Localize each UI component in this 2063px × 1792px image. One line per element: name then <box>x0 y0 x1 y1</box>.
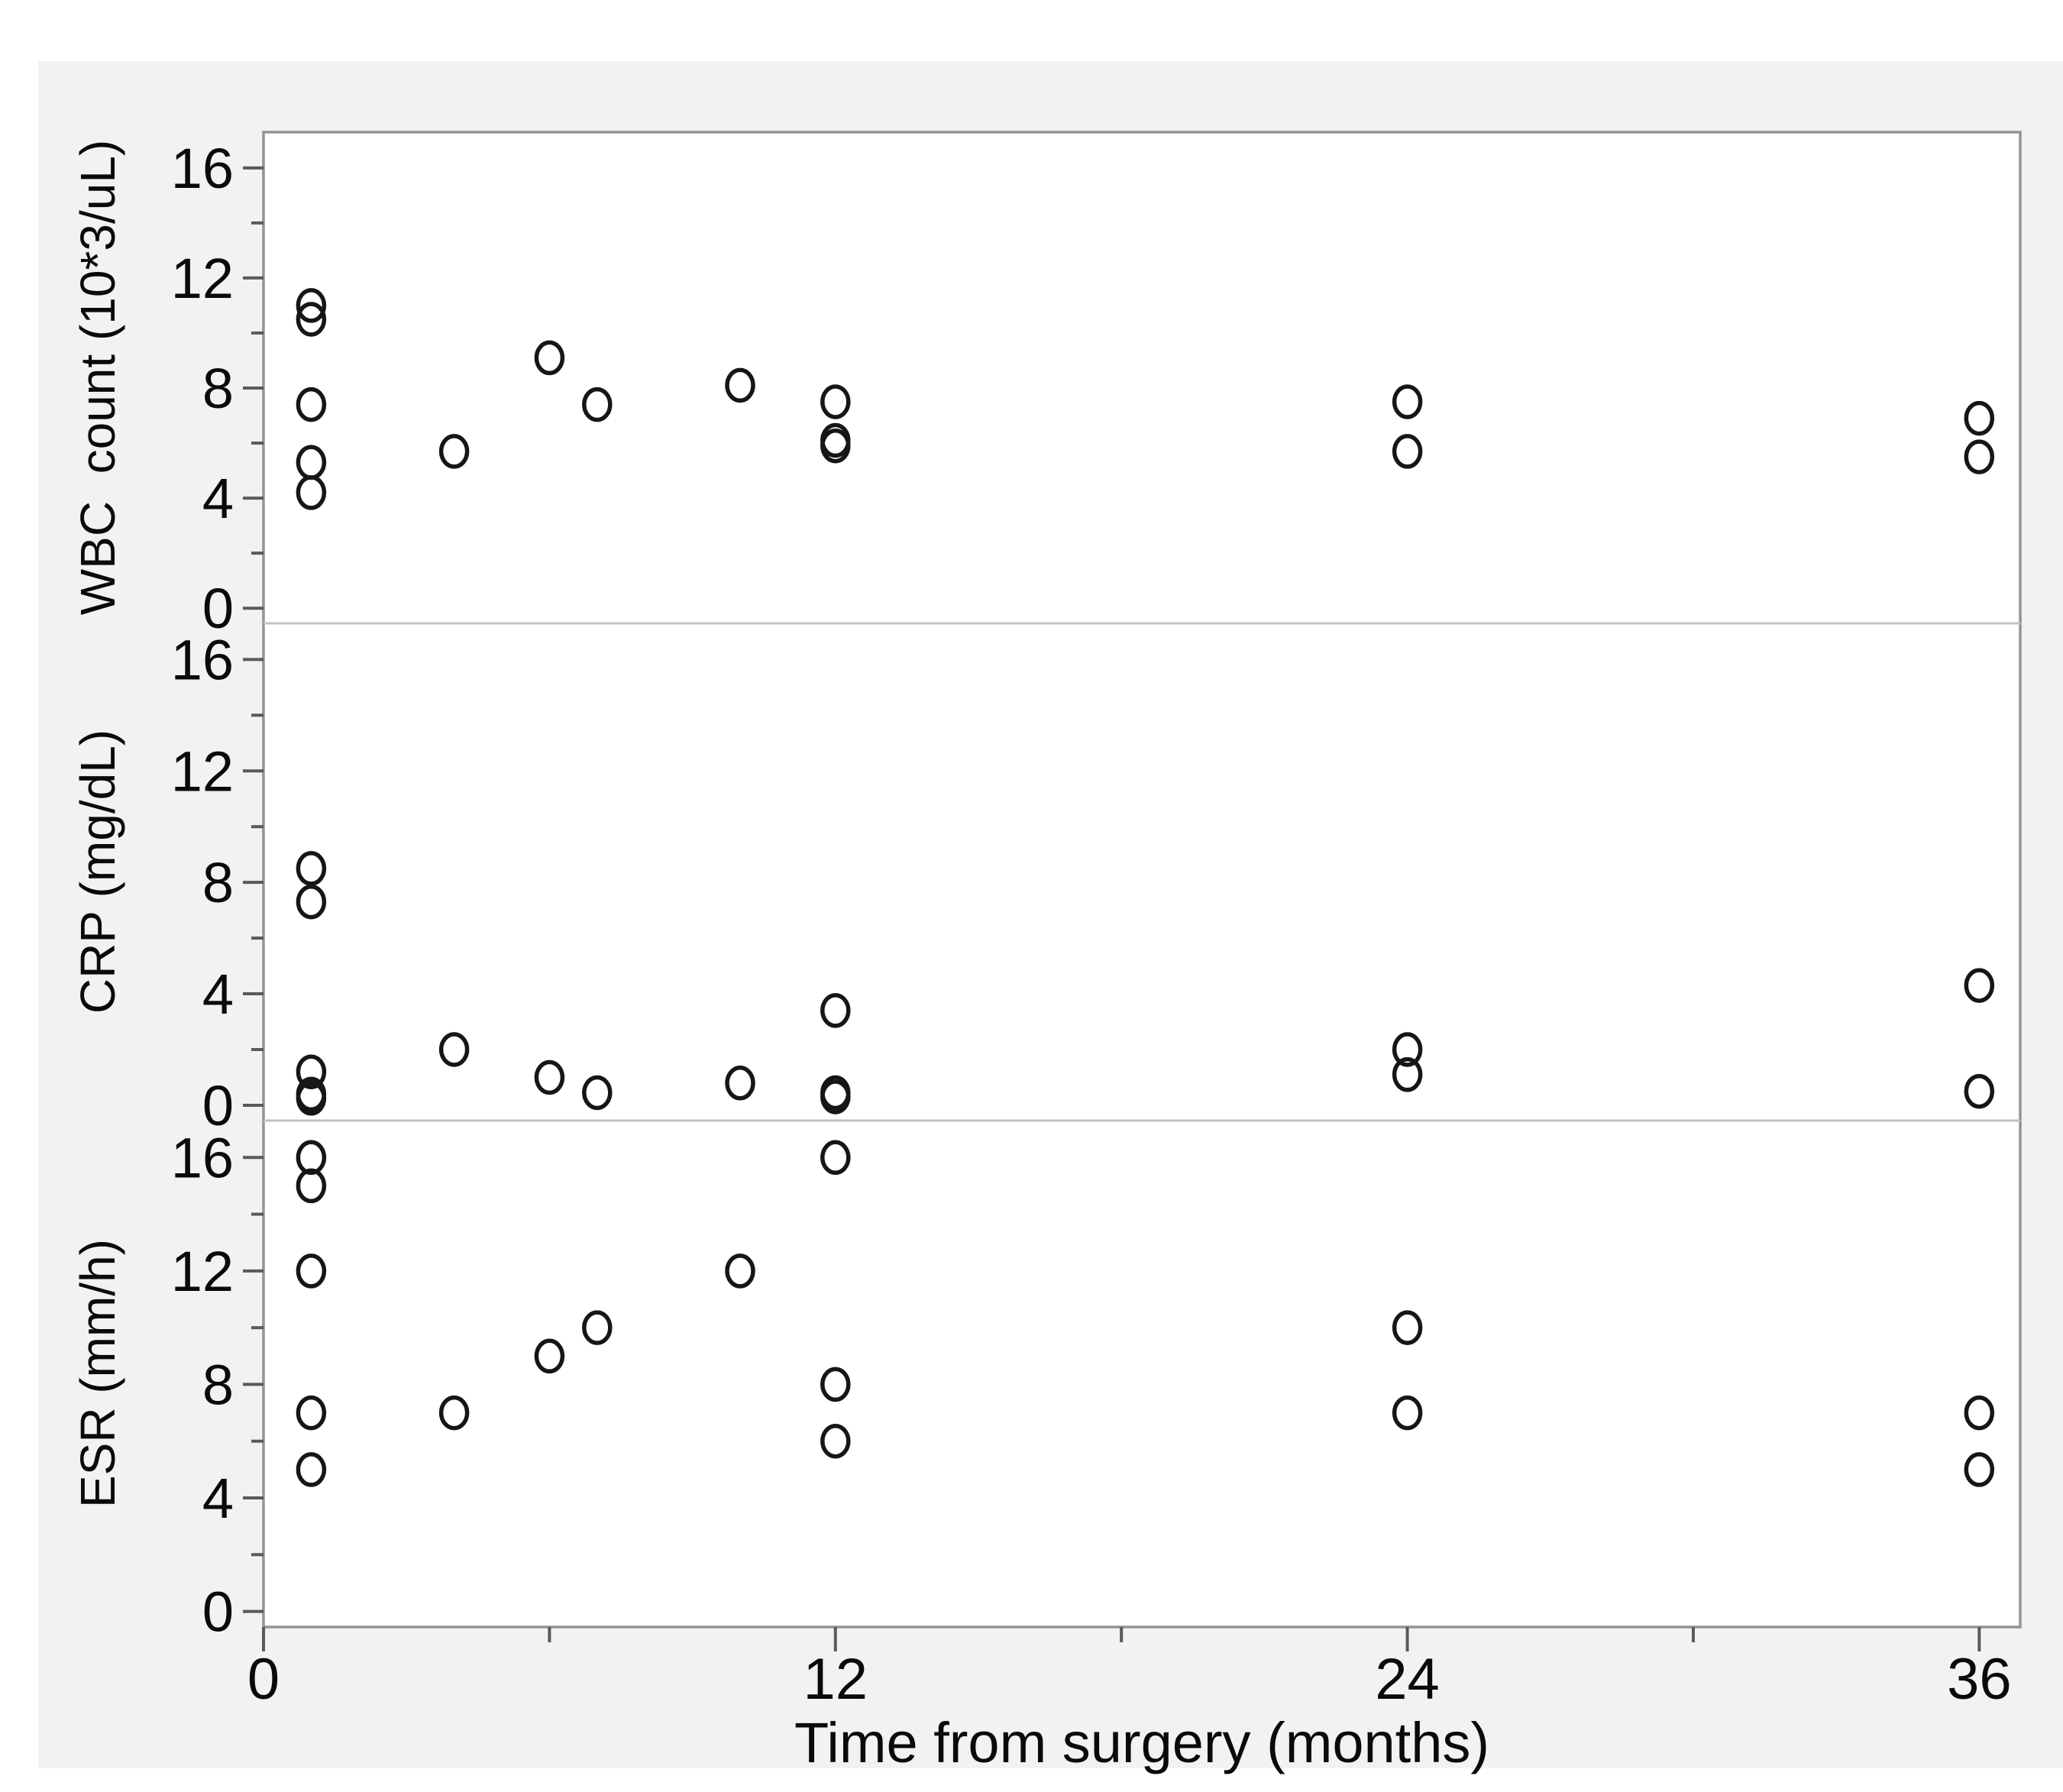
data-point-marker-wbc <box>438 434 470 469</box>
data-point-marker-wbc <box>1964 439 1995 474</box>
data-point-marker-esr <box>534 1338 565 1374</box>
data-point-marker-esr <box>438 1395 470 1431</box>
data-points <box>296 288 1995 1487</box>
data-point-marker-esr <box>820 1140 851 1176</box>
data-point-marker-crp <box>296 1081 327 1116</box>
y-axis-title-crp: CRP (mg/dL) <box>70 729 125 1014</box>
plot-area <box>262 131 2022 1629</box>
data-point-marker-esr <box>582 1310 613 1345</box>
y-tick-label: 16 <box>171 1126 234 1189</box>
data-point-marker-wbc <box>820 428 851 464</box>
y-tick-label: 4 <box>202 962 234 1026</box>
data-point-marker-esr <box>725 1253 755 1289</box>
y-axis-title-esr: ESR (mm/h) <box>70 1239 125 1508</box>
y-tick-label: 0 <box>202 1580 234 1644</box>
data-point-marker-wbc <box>296 302 327 337</box>
y-tick-label: 12 <box>171 739 234 803</box>
data-point-marker-wbc <box>1392 384 1423 419</box>
data-point-marker-crp <box>1964 1073 1995 1109</box>
x-tick-label: 36 <box>1947 1647 2012 1712</box>
y-tick-label: 8 <box>202 357 234 420</box>
x-tick-label: 24 <box>1375 1647 1440 1712</box>
data-point-marker-crp <box>1964 968 1995 1003</box>
data-point-marker-wbc <box>296 475 327 510</box>
y-tick-label: 0 <box>202 577 234 640</box>
data-point-marker-wbc <box>582 387 613 422</box>
y-tick-label: 12 <box>171 247 234 310</box>
data-point-marker-esr <box>296 1168 327 1204</box>
data-point-marker-wbc <box>534 340 565 376</box>
data-point-marker-crp <box>438 1032 470 1067</box>
data-point-marker-wbc <box>296 288 327 323</box>
data-point-marker-crp <box>1392 1032 1423 1067</box>
y-axis-title-wbc: WBC count (10*3/uL) <box>70 140 125 616</box>
data-point-marker-crp <box>1392 1057 1423 1092</box>
y-tick-label: 4 <box>202 1467 234 1530</box>
y-tick-label: 8 <box>202 851 234 914</box>
data-point-marker-crp <box>296 1054 327 1089</box>
data-point-marker-esr <box>820 1367 851 1402</box>
y-tick-label: 8 <box>202 1353 234 1416</box>
x-tick-label: 0 <box>247 1647 280 1712</box>
data-point-marker-esr <box>1392 1310 1423 1345</box>
y-tick-label: 4 <box>202 467 234 530</box>
x-tick-label: 12 <box>804 1647 868 1712</box>
data-point-marker-esr <box>1392 1395 1423 1431</box>
data-point-marker-wbc <box>1964 400 1995 436</box>
data-point-marker-crp <box>534 1059 565 1095</box>
data-point-marker-crp <box>820 1079 851 1114</box>
data-point-marker-crp <box>296 851 327 886</box>
data-point-marker-wbc <box>1392 434 1423 469</box>
data-point-marker-esr <box>820 1423 851 1459</box>
x-axis-title: Time from surgery (months) <box>794 1711 1489 1774</box>
data-point-marker-crp <box>725 1066 755 1101</box>
data-point-marker-crp <box>296 884 327 920</box>
data-point-marker-wbc <box>820 384 851 419</box>
data-point-marker-esr <box>296 1452 327 1487</box>
data-point-marker-esr <box>296 1140 327 1176</box>
data-point-marker-esr <box>1964 1395 1995 1431</box>
data-point-marker-esr <box>1964 1452 1995 1487</box>
data-point-marker-crp <box>820 993 851 1028</box>
y-tick-label: 12 <box>171 1240 234 1303</box>
data-point-marker-wbc <box>296 387 327 422</box>
data-point-marker-wbc <box>725 367 755 403</box>
data-point-marker-esr <box>296 1253 327 1289</box>
y-tick-label: 0 <box>202 1074 234 1137</box>
y-tick-label: 16 <box>171 137 234 200</box>
y-tick-label: 16 <box>171 628 234 691</box>
data-point-marker-esr <box>296 1395 327 1431</box>
data-point-marker-crp <box>582 1075 613 1111</box>
